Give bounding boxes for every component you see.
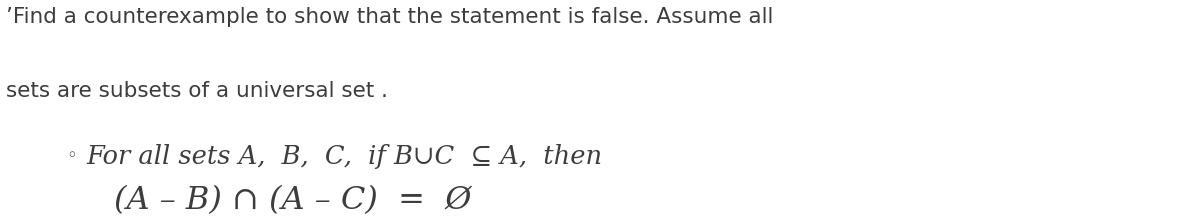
Text: sets are subsets of a universal set .: sets are subsets of a universal set . [6, 81, 388, 101]
Text: For all sets A,  B,  C,  if B∪C  ⊆ A,  then: For all sets A, B, C, if B∪C ⊆ A, then [86, 144, 602, 169]
Text: (A – B) ∩ (A – C)  =  Ø: (A – B) ∩ (A – C) = Ø [114, 185, 472, 216]
Text: ◦: ◦ [66, 147, 77, 165]
Text: ’Find a counterexample to show that the statement is false. Assume all: ’Find a counterexample to show that the … [6, 7, 773, 27]
